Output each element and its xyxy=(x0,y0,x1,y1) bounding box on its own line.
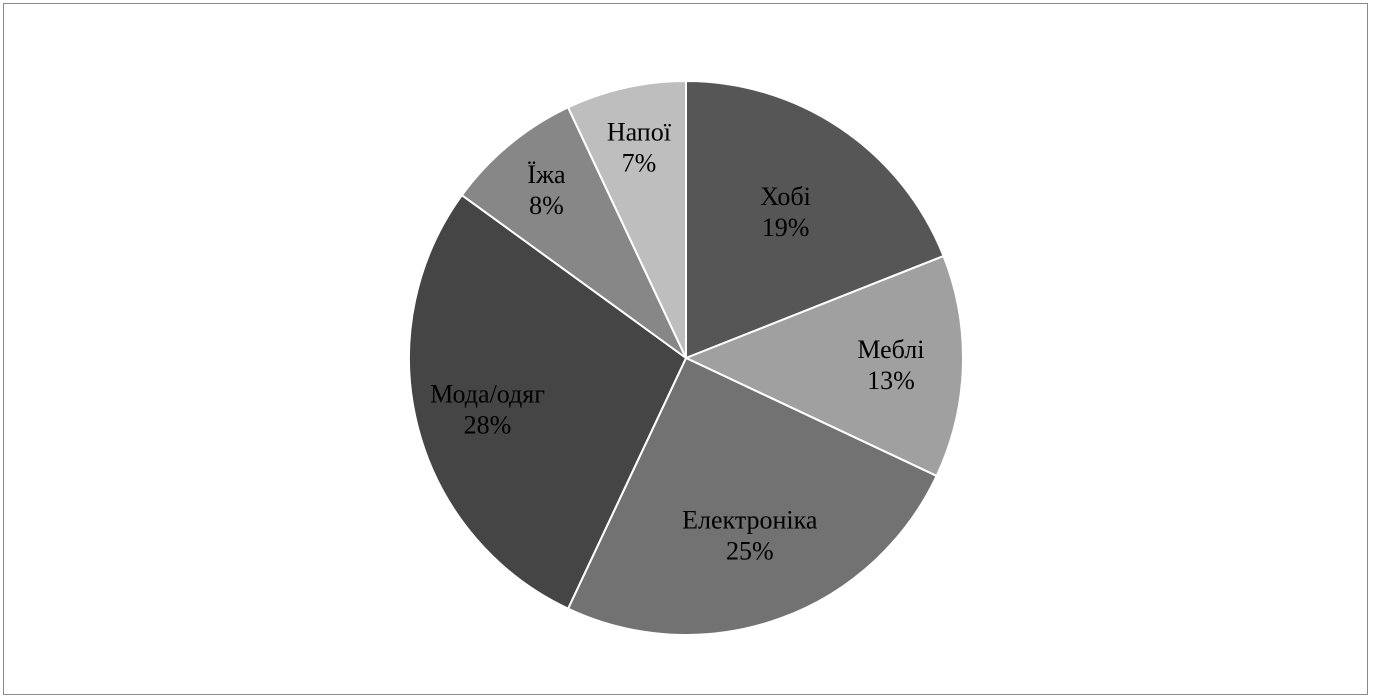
slice-category-label: Мода/одяг xyxy=(430,380,545,409)
slice-percent-label: 25% xyxy=(726,537,774,566)
pie-slice-6 xyxy=(566,79,687,359)
pie-slice-4 xyxy=(408,193,688,610)
pie-slice-2 xyxy=(683,254,964,478)
pie-slices xyxy=(408,79,964,637)
slice-percent-label: 19% xyxy=(762,213,810,242)
slice-percent-label: 28% xyxy=(464,411,512,440)
pie-slice-1 xyxy=(685,79,945,360)
slice-category-label: Хобі xyxy=(760,182,811,211)
slice-category-label: Електроніка xyxy=(682,506,818,535)
slice-percent-label: 8% xyxy=(529,191,564,220)
slice-category-label: Меблі xyxy=(857,335,924,364)
slice-percent-label: 13% xyxy=(867,366,915,395)
slice-percent-label: 7% xyxy=(622,149,657,178)
pie-slice-5 xyxy=(460,106,687,359)
slice-category-label: Їжа xyxy=(527,160,566,189)
slice-category-label: Напої xyxy=(607,118,672,147)
pie-slice-3 xyxy=(566,356,938,637)
